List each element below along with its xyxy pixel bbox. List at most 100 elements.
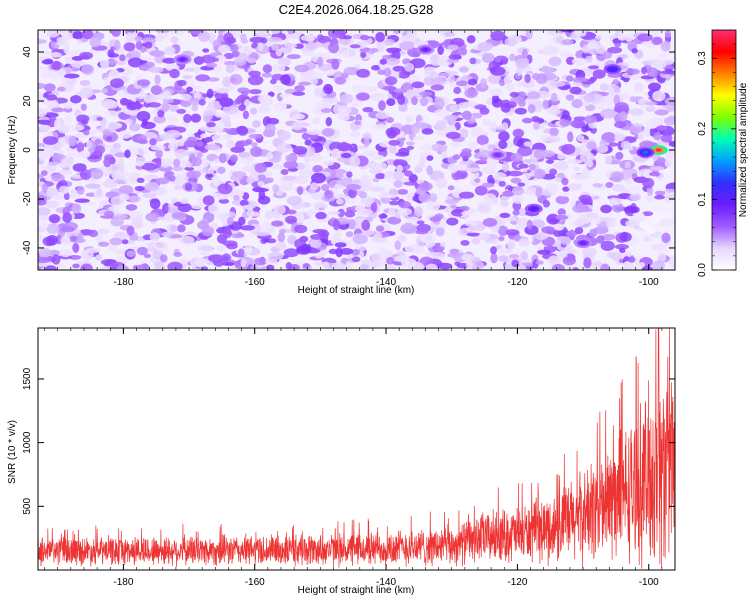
heatmap-cell — [611, 184, 625, 192]
heatmap-cell — [386, 264, 397, 270]
heatmap-cell — [269, 164, 286, 170]
heatmap-cell — [458, 102, 470, 109]
heatmap-cell — [124, 118, 133, 125]
heatmap-cell — [108, 245, 118, 250]
heatmap-cell — [625, 68, 640, 75]
heatmap-cell — [297, 186, 304, 196]
heatmap-hotspot-peak — [530, 206, 538, 211]
heatmap-cell — [384, 194, 397, 199]
heatmap-cell — [239, 199, 249, 207]
heatmap-cell — [516, 217, 530, 227]
heatmap-cell — [434, 109, 450, 117]
heatmap-cell — [248, 133, 262, 139]
heatmap-cell — [608, 142, 619, 147]
heatmap-cell — [39, 147, 55, 158]
heatmap-cell — [349, 156, 361, 168]
heatmap-cell — [566, 230, 578, 237]
heatmap-cell — [46, 235, 59, 246]
heatmap-cell — [461, 211, 470, 217]
heatmap-cell — [430, 84, 444, 91]
heatmap-cell — [53, 263, 66, 269]
heatmap-cell — [108, 69, 121, 81]
heatmap-cell — [649, 166, 665, 171]
heatmap-cell — [362, 150, 378, 157]
heatmap-cell — [660, 134, 673, 143]
heatmap-cell — [557, 153, 566, 160]
heatmap-cell — [110, 163, 125, 173]
heatmap-cell — [262, 64, 273, 74]
heatmap-cell — [653, 132, 662, 141]
heatmap-cell — [664, 30, 672, 38]
heatmap-cell — [629, 96, 637, 103]
heatmap-cell — [149, 198, 161, 210]
heatmap-cell — [466, 260, 474, 269]
heatmap-cell — [631, 48, 638, 54]
heatmap-cell — [517, 264, 527, 270]
snr-panel: -180 -160 -140 -120 -100 500 1000 1500 Height … — [7, 327, 676, 596]
heatmap-hotspot-peak — [609, 67, 616, 71]
heatmap-cell — [418, 193, 431, 203]
heatmap-cell — [447, 185, 455, 191]
heatmap-cell — [190, 113, 202, 123]
heatmap-cell — [507, 239, 516, 250]
heatmap-cell — [394, 240, 401, 251]
heatmap-cell — [440, 242, 447, 247]
heatmap-cell — [466, 232, 481, 237]
heatmap-cell — [292, 113, 305, 120]
heatmap-cell — [153, 115, 167, 124]
heatmap-cell — [389, 200, 400, 206]
heatmap-cell — [41, 183, 49, 193]
heatmap-cell — [117, 91, 127, 97]
x-tick-label: -100 — [639, 277, 659, 288]
heatmap-cell — [600, 83, 609, 91]
y-tick-label: 500 — [22, 498, 33, 515]
heatmap-cell — [433, 98, 445, 109]
heatmap-cell — [579, 151, 595, 163]
heatmap-cell — [533, 101, 544, 112]
heatmap-cell — [196, 258, 205, 268]
heatmap-cell — [385, 170, 395, 178]
heatmap-cell — [540, 66, 555, 73]
heatmap-cell — [341, 72, 349, 79]
heatmap-cell — [560, 236, 572, 245]
heatmap-cell — [654, 190, 666, 196]
heatmap-cell — [375, 31, 385, 43]
y-tick-label: -40 — [22, 240, 33, 255]
heatmap-cell — [271, 44, 280, 51]
heatmap-cell — [453, 97, 466, 103]
heatmap-cell — [149, 138, 157, 146]
heatmap-cell — [242, 110, 249, 120]
heatmap-cell — [644, 126, 651, 138]
heatmap-cell — [498, 140, 508, 150]
heatmap-cell — [213, 158, 220, 164]
heatmap-cell — [345, 184, 362, 190]
heatmap-cell — [521, 262, 536, 267]
heatmap-cell — [477, 41, 494, 52]
heatmap-cell — [491, 239, 498, 244]
heatmap-cell — [39, 222, 48, 230]
heatmap-cell — [69, 235, 78, 243]
heatmap-cell — [170, 36, 179, 44]
heatmap-cell — [298, 81, 311, 86]
heatmap-cell — [382, 86, 397, 91]
heatmap-cell — [272, 184, 280, 193]
heatmap-cell — [359, 34, 370, 41]
heatmap-cell — [614, 244, 629, 250]
heatmap-cell — [38, 39, 48, 44]
x-tick-label: -140 — [376, 577, 396, 588]
x-tick-label: -180 — [113, 277, 133, 288]
heatmap-cell — [561, 39, 574, 46]
heatmap-cell — [431, 252, 446, 260]
heatmap-cell — [222, 221, 229, 227]
heatmap-cell — [202, 226, 214, 237]
x-tick-label: -120 — [507, 577, 527, 588]
heatmap-cell — [539, 150, 555, 158]
heatmap-y-ticks: -40 -20 0 20 40 — [22, 46, 675, 255]
heatmap-cell — [250, 107, 258, 115]
heatmap-cell — [51, 173, 65, 182]
heatmap-cell — [90, 168, 104, 180]
heatmap-cell — [343, 35, 352, 40]
heatmap-cell — [154, 74, 161, 85]
heatmap-cell — [41, 51, 53, 56]
heatmap-cell — [355, 204, 366, 213]
